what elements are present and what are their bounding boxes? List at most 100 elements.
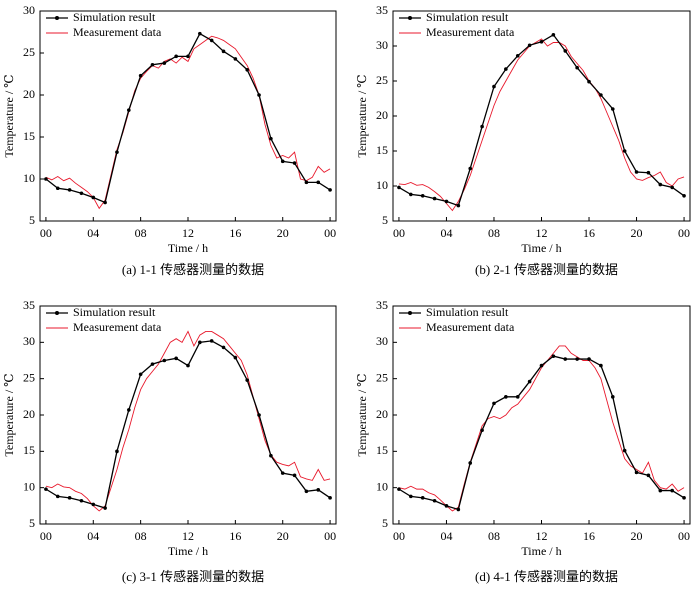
data-point	[682, 194, 686, 198]
data-point	[257, 413, 261, 417]
data-point	[492, 401, 496, 406]
data-point	[79, 498, 84, 503]
y-tick-label: 15	[23, 129, 35, 143]
data-point	[162, 61, 167, 65]
data-point	[634, 470, 639, 475]
legend-marker	[55, 311, 59, 315]
data-point	[103, 200, 107, 205]
data-point	[91, 502, 96, 507]
legend-label: Measurement data	[73, 320, 162, 334]
data-point	[622, 149, 627, 153]
data-point	[245, 378, 249, 382]
data-point	[269, 136, 273, 141]
x-tick-label: 04	[87, 529, 99, 543]
x-tick-label: 16	[583, 529, 595, 543]
x-tick-label: 12	[536, 529, 548, 543]
data-point	[432, 498, 437, 503]
data-point	[138, 372, 143, 377]
data-point	[174, 54, 178, 59]
data-point	[646, 170, 651, 175]
data-point	[316, 488, 321, 492]
data-point	[480, 428, 484, 433]
data-point	[174, 356, 178, 361]
data-point	[658, 182, 663, 187]
data-point	[492, 84, 496, 89]
x-tick-label: 04	[87, 226, 99, 240]
series-line	[45, 32, 331, 204]
data-point	[480, 124, 484, 129]
y-axis-label: Temperature / ℃	[2, 74, 16, 157]
data-point	[245, 68, 249, 72]
data-point	[432, 196, 437, 201]
data-point	[316, 180, 321, 185]
series-line	[398, 355, 685, 511]
data-point	[504, 67, 508, 71]
y-axis-label: Temperature / ℃	[355, 74, 369, 157]
data-point	[328, 188, 332, 192]
x-tick-label: 12	[536, 226, 548, 240]
data-point	[115, 449, 119, 454]
x-tick-label: 08	[135, 226, 147, 240]
data-point	[527, 43, 532, 48]
x-tick-label: 20	[631, 529, 643, 543]
y-tick-label: 15	[23, 443, 35, 457]
legend-label: Simulation result	[73, 305, 156, 319]
data-point	[127, 408, 131, 412]
y-axis-label: Temperature / ℃	[355, 373, 369, 456]
data-point	[304, 489, 309, 494]
y-tick-label: 20	[376, 407, 388, 421]
y-tick-label: 30	[376, 38, 388, 52]
data-point	[670, 185, 674, 190]
data-point	[468, 166, 473, 171]
data-point	[420, 496, 425, 500]
data-point	[55, 186, 60, 191]
legend-marker	[408, 311, 412, 315]
y-axis-label: Temperature / ℃	[2, 373, 16, 456]
x-axis-label: Time / h	[521, 241, 561, 255]
x-tick-label: 08	[488, 226, 500, 240]
x-axis-label: Time / h	[521, 544, 561, 558]
y-tick-label: 25	[376, 73, 388, 87]
y-tick-label: 15	[376, 443, 388, 457]
y-tick-label: 25	[23, 370, 35, 384]
x-tick-label: 08	[488, 529, 500, 543]
data-point	[198, 340, 202, 345]
y-tick-label: 35	[376, 298, 388, 312]
series-line	[45, 35, 331, 210]
series-line	[398, 345, 685, 512]
y-tick-label: 10	[23, 479, 35, 493]
y-tick-label: 15	[376, 143, 388, 157]
data-point	[610, 395, 615, 399]
caption: (b) 2-1 传感器测量的数据	[475, 262, 618, 277]
legend-label: Simulation result	[73, 10, 156, 24]
data-point	[682, 496, 686, 500]
legend-label: Measurement data	[426, 320, 515, 334]
data-point	[444, 199, 449, 204]
plot-frame	[392, 305, 691, 525]
data-point	[209, 339, 214, 343]
data-point	[138, 73, 143, 78]
data-point	[610, 107, 615, 111]
data-point	[233, 355, 238, 360]
data-point	[539, 363, 544, 368]
data-point	[221, 345, 226, 350]
x-tick-label: 16	[229, 529, 241, 543]
y-tick-label: 5	[29, 213, 35, 227]
data-point	[587, 79, 591, 84]
x-tick-label: 16	[229, 226, 241, 240]
data-point	[420, 194, 425, 198]
data-point	[150, 62, 155, 67]
data-point	[658, 488, 663, 493]
x-tick-label: 16	[583, 226, 595, 240]
data-point	[269, 453, 273, 458]
legend-marker	[408, 16, 412, 20]
data-point	[280, 471, 285, 475]
legend-label: Measurement data	[73, 25, 162, 39]
x-tick-label: 00	[324, 529, 336, 543]
data-point	[397, 185, 401, 190]
data-point	[527, 379, 532, 384]
y-tick-label: 10	[23, 171, 35, 185]
x-tick-label: 12	[182, 529, 194, 543]
data-point	[44, 177, 48, 181]
x-axis-label: Time / h	[168, 544, 208, 558]
